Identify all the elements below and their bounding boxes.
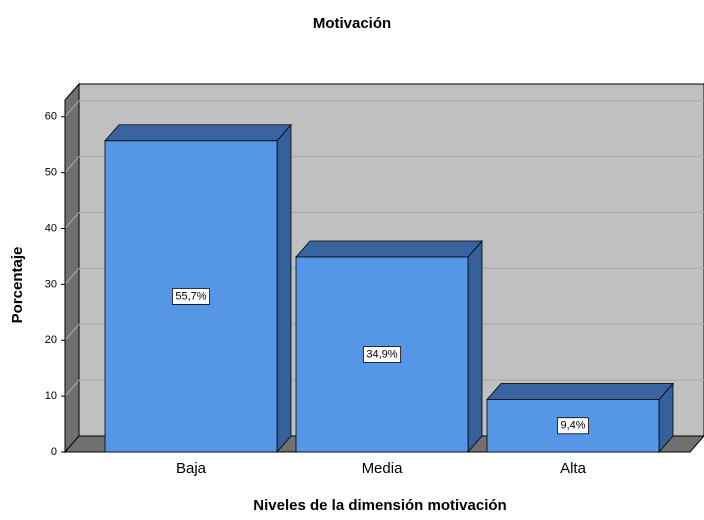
x-tick-label: Baja xyxy=(176,460,207,477)
y-tick-label: 60 xyxy=(45,111,57,123)
grid-line xyxy=(64,100,704,118)
data-label-box xyxy=(557,417,589,435)
grid-line xyxy=(64,212,704,229)
y-tick-label: 0 xyxy=(51,446,57,458)
data-label: 55,7% xyxy=(175,290,206,302)
y-tick-label: 30 xyxy=(45,278,57,290)
y-tick-label: 20 xyxy=(45,334,57,346)
data-label-box xyxy=(171,287,211,305)
grid-line xyxy=(64,323,704,341)
y-axis-title: Porcentaje xyxy=(9,247,26,324)
x-tick-label: Alta xyxy=(560,460,587,477)
chart-title: Motivación xyxy=(313,15,391,32)
bar-top xyxy=(486,383,674,400)
x-tick-label: Media xyxy=(362,460,404,477)
data-label-box xyxy=(362,346,402,363)
bar-side xyxy=(467,239,483,454)
data-label: 9,4% xyxy=(560,420,585,432)
x-axis-title: Niveles de la dimensión motivación xyxy=(253,497,506,514)
grid-line xyxy=(64,156,704,173)
y-tick-label: 50 xyxy=(45,167,57,179)
grid-line xyxy=(64,379,704,397)
y-tick-label: 40 xyxy=(45,222,57,234)
bar-side xyxy=(276,123,292,454)
bar-top xyxy=(295,240,483,258)
grid-line xyxy=(64,267,704,285)
data-label: 34,9% xyxy=(366,348,397,360)
y-tick-label: 10 xyxy=(45,390,57,402)
left-wall xyxy=(64,82,80,454)
bar-top xyxy=(104,124,292,142)
